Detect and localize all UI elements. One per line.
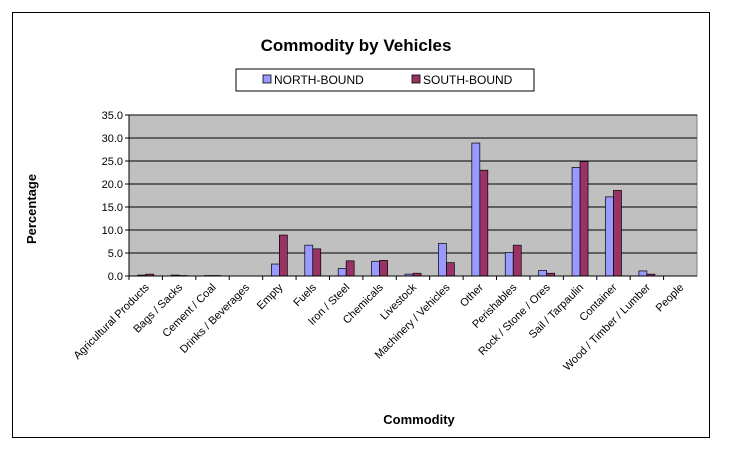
legend: NORTH-BOUND SOUTH-BOUND <box>235 68 535 92</box>
bar-south-9 <box>446 262 455 277</box>
bar-north-12 <box>538 270 547 277</box>
legend-label-south: SOUTH-BOUND <box>423 73 513 87</box>
y-tick-label: 10.0 <box>102 225 123 237</box>
y-axis-ticks: 0.0 5.0 10.0 15.0 20.0 25.0 30.0 35.0 <box>102 110 129 283</box>
legend-swatch-north <box>262 74 272 84</box>
gridlines <box>129 114 697 254</box>
bar-south-11 <box>512 244 522 277</box>
y-tick-label: 35.0 <box>102 110 123 122</box>
bar-south-7 <box>379 260 388 277</box>
legend-swatch-south <box>411 74 421 84</box>
y-tick-label: 5.0 <box>108 248 123 260</box>
y-tick-label: 20.0 <box>102 179 123 191</box>
x-tick-label: Empty <box>255 281 286 312</box>
bar-north-6 <box>337 268 347 277</box>
x-tick-label: People <box>654 282 687 315</box>
bar-north-4 <box>271 263 280 277</box>
bar-north-10 <box>471 142 481 277</box>
legend-label-north: NORTH-BOUND <box>274 73 364 87</box>
chart-frame: Commodity by Vehicles NORTH-BOUND SOUTH-… <box>12 12 710 438</box>
y-tick-label: 30.0 <box>102 133 123 145</box>
y-tick-label: 15.0 <box>102 202 123 214</box>
y-tick-label: 25.0 <box>102 156 123 168</box>
bar-north-14 <box>605 196 614 277</box>
x-axis-title: Commodity <box>383 412 455 427</box>
y-axis-title: Percentage <box>24 174 39 244</box>
bar-chart: Commodity by Vehicles NORTH-BOUND SOUTH-… <box>24 36 698 427</box>
bar-south-13 <box>579 161 589 277</box>
x-tick-label: Other <box>458 281 486 309</box>
bar-south-5 <box>312 248 322 277</box>
bar-north-13 <box>571 167 581 277</box>
bar-north-5 <box>304 244 314 277</box>
chart-title: Commodity by Vehicles <box>261 36 452 55</box>
x-tick-label: Fuels <box>291 281 319 309</box>
bar-north-7 <box>371 260 380 277</box>
bar-south-4 <box>279 234 288 277</box>
plot-area <box>128 114 698 277</box>
bar-north-11 <box>504 252 514 277</box>
bar-north-9 <box>438 242 447 277</box>
y-tick-label: 0.0 <box>108 271 123 283</box>
bar-south-10 <box>479 169 489 277</box>
bar-north-15 <box>638 270 648 277</box>
legend-box <box>235 68 535 92</box>
bar-south-14 <box>613 190 622 277</box>
bar-south-6 <box>345 260 355 277</box>
